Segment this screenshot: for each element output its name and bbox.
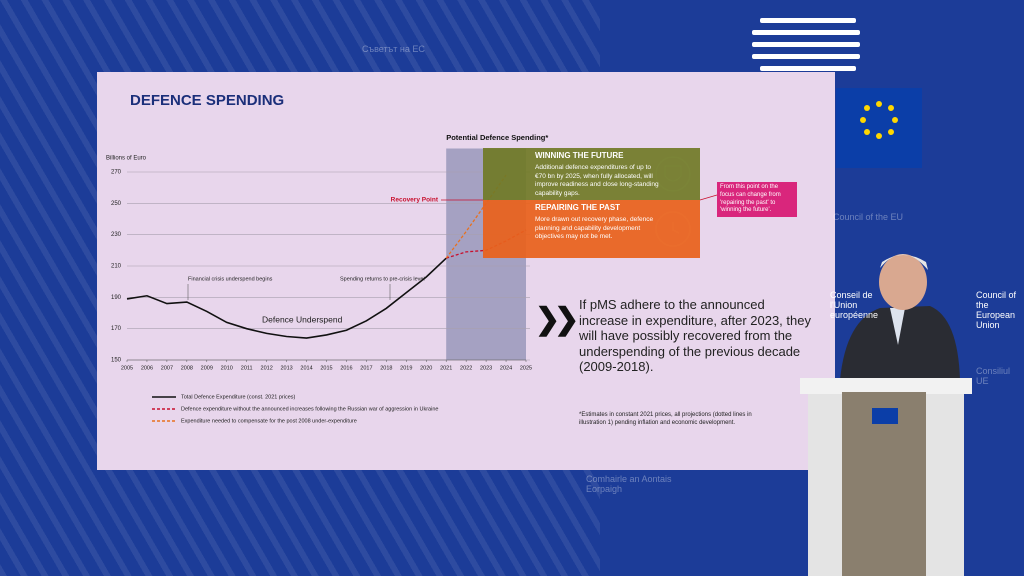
x-tick-label: 2011 <box>241 365 253 371</box>
legend-label: Expenditure needed to compensate for the… <box>181 418 357 424</box>
backdrop-text: Consiliul UE <box>976 366 1011 386</box>
y-tick-label: 210 <box>111 264 122 270</box>
x-tick-label: 2017 <box>360 365 372 371</box>
x-tick-label: 2013 <box>280 365 292 371</box>
footnote: *Estimates in constant 2021 prices, all … <box>579 412 752 426</box>
y-axis-label: Billions of Euro <box>106 156 147 162</box>
box-text: Additional defence expenditures of up to… <box>535 163 659 198</box>
x-tick-label: 2010 <box>221 365 233 371</box>
council-logo <box>752 18 860 71</box>
backdrop-text: Съветът на ЕС <box>362 44 425 54</box>
y-tick-label: 190 <box>111 295 122 301</box>
x-tick-label: 2025 <box>520 365 532 371</box>
note-pointer <box>699 194 718 201</box>
y-tick-label: 150 <box>111 358 122 364</box>
y-tick-label: 170 <box>111 326 122 332</box>
shade-label: Potential Defence Spending* <box>446 133 548 142</box>
x-tick-label: 2014 <box>300 365 312 371</box>
x-tick-label: 2006 <box>141 365 153 371</box>
x-tick-label: 2009 <box>201 365 213 371</box>
chevrons: ❯❯ <box>535 303 579 336</box>
chart-title: DEFENCE SPENDING <box>130 92 284 109</box>
winning-box: WINNING THE FUTURE Additional defence exp… <box>483 148 700 200</box>
statement: If pMS adhere to the announced increase … <box>579 297 811 375</box>
speaker <box>840 254 960 380</box>
repairing-box: REPAIRING THE PAST More drawn out recover… <box>483 200 700 258</box>
eu-flag <box>836 88 922 168</box>
x-tick-label: 2015 <box>320 365 332 371</box>
backdrop-text: Council of the European Union <box>976 290 1017 330</box>
backdrop-text: Comhairle an Aontais Eorpaigh <box>586 474 672 494</box>
podium <box>800 378 972 576</box>
x-tick-label: 2008 <box>181 365 193 371</box>
annotation: Defence Underspend <box>262 314 343 324</box>
x-tick-label: 2021 <box>440 365 452 371</box>
annotation: Financial crisis underspend begins <box>188 276 273 282</box>
box-text: More drawn out recovery phase, defence p… <box>535 215 654 241</box>
x-tick-label: 2024 <box>500 365 512 371</box>
y-tick-label: 230 <box>111 232 122 238</box>
eu-stars <box>860 101 898 139</box>
annotation: Recovery Point <box>391 197 439 204</box>
y-tick-label: 250 <box>111 201 122 207</box>
legend-label: Defence expenditure without the announce… <box>181 406 438 412</box>
note-box: From this point on the focus can change … <box>717 182 797 218</box>
x-tick-label: 2018 <box>380 365 392 371</box>
legend-label: Total Defence Expenditure (const. 2021 p… <box>181 394 296 400</box>
x-tick-label: 2019 <box>400 365 412 371</box>
x-tick-label: 2016 <box>340 365 352 371</box>
y-tick-label: 270 <box>111 170 122 176</box>
backdrop-text: Conseil de l'Union européenne <box>830 290 879 320</box>
x-tick-label: 2012 <box>261 365 273 371</box>
x-tick-label: 2023 <box>480 365 492 371</box>
series-line <box>126 257 447 339</box>
x-tick-label: 2005 <box>121 365 133 371</box>
x-tick-label: 2020 <box>420 365 432 371</box>
x-tick-label: 2022 <box>460 365 472 371</box>
x-tick-label: 2007 <box>161 365 173 371</box>
backdrop-text: Council of the EU <box>833 212 904 222</box>
box-title: REPAIRING THE PAST <box>535 203 621 212</box>
box-title: WINNING THE FUTURE <box>535 151 624 160</box>
annotation: Spending returns to pre-crisis level <box>340 276 425 282</box>
